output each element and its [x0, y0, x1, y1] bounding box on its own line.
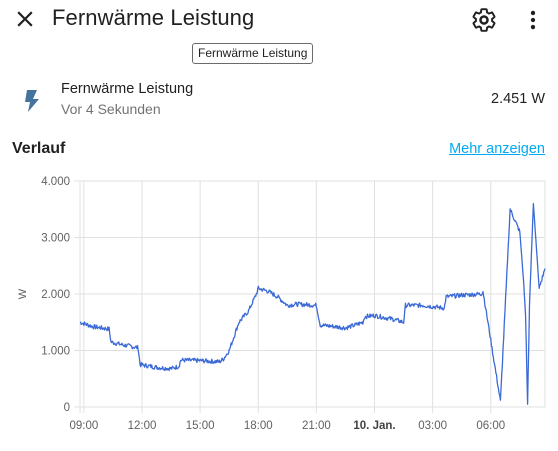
- dialog-header: Fernwärme Leistung: [0, 0, 558, 40]
- x-tick-label: 18:00: [244, 420, 273, 432]
- x-tick-label: 10. Jan.: [353, 420, 395, 432]
- x-tick-label: 12:00: [128, 420, 157, 432]
- y-tick-label: 3.000: [41, 233, 70, 245]
- more-options-button[interactable]: [520, 7, 546, 33]
- close-button[interactable]: [12, 6, 38, 32]
- dialog-title: Fernwärme Leistung: [52, 5, 255, 30]
- chart-series: [79, 202, 546, 405]
- y-tick-label: 0: [64, 402, 70, 414]
- x-tick-label: 21:00: [302, 420, 331, 432]
- entity-name: Fernwärme Leistung: [61, 81, 194, 97]
- x-tick-label: 06:00: [476, 420, 505, 432]
- x-axis-ticks: 09:00 12:00 15:00 18:00 21:00 10. Jan. 03:00 06…: [69, 420, 505, 432]
- chart-grid: [74, 180, 546, 413]
- y-axis-ticks: 4.000 3.000 2.000 1.000 0: [41, 176, 70, 414]
- x-tick-label: 03:00: [418, 420, 447, 432]
- entity-state: 2.451 W: [491, 91, 545, 107]
- entity-last-changed: Vor 4 Sekunden: [61, 101, 161, 117]
- y-tick-label: 2.000: [41, 289, 70, 301]
- settings-button[interactable]: [471, 7, 497, 33]
- y-axis-label: W: [17, 288, 29, 299]
- history-chart: 4.000 3.000 2.000 1.000 0 09:00 12:00 15:00 18:…: [17, 176, 546, 432]
- show-more-link[interactable]: Mehr anzeigen: [449, 141, 545, 157]
- x-tick-label: 15:00: [186, 420, 215, 432]
- x-tick-label: 09:00: [69, 420, 98, 432]
- close-icon: [17, 11, 33, 27]
- y-tick-label: 1.000: [41, 346, 70, 358]
- flash-icon: [25, 90, 39, 112]
- title-tooltip: Fernwärme Leistung: [192, 43, 314, 64]
- history-title: Verlauf: [12, 140, 66, 157]
- entity-row[interactable]: Fernwärme Leistung Vor 4 Sekunden 2.451 …: [0, 76, 558, 124]
- more-vertical-icon: [530, 10, 536, 30]
- series-line: [79, 202, 546, 405]
- gear-icon: [472, 8, 496, 32]
- y-tick-label: 4.000: [41, 176, 70, 188]
